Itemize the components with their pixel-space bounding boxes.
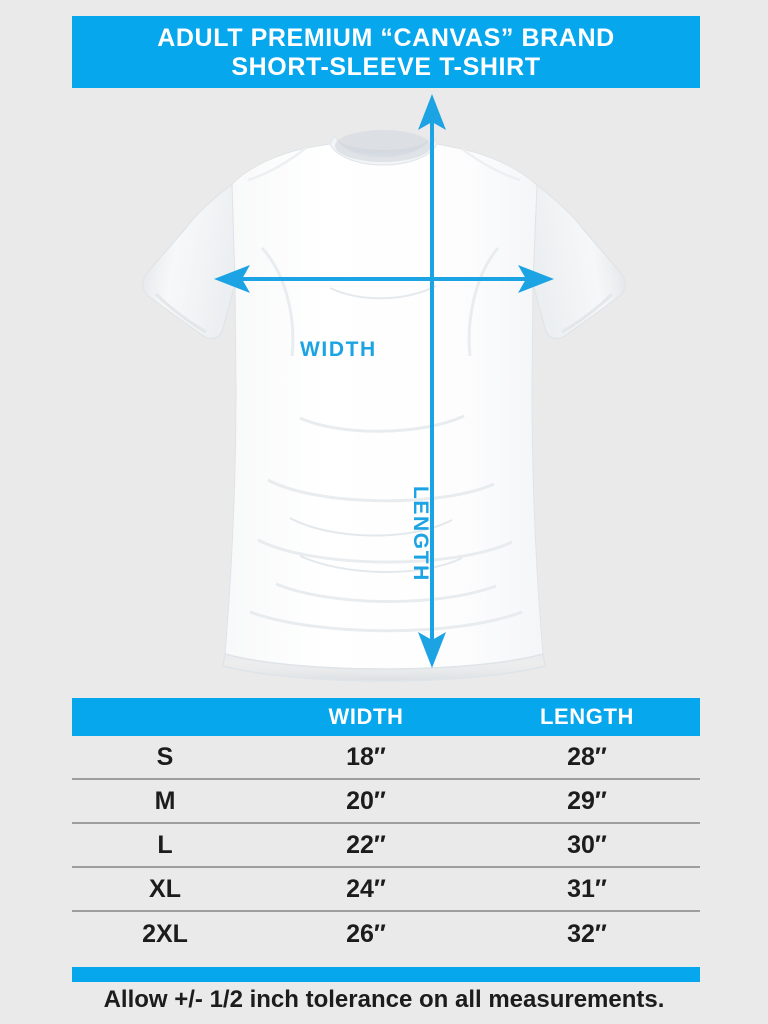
cell-size: L — [157, 830, 173, 859]
tolerance-note: Allow +/- 1/2 inch tolerance on all meas… — [103, 986, 665, 1013]
header-title-line1: ADULT PREMIUM “CANVAS” BRAND — [157, 23, 615, 52]
table-row: 2XL 26″ 32″ — [72, 912, 700, 956]
shirt-sleeve-left — [142, 182, 236, 339]
length-arrowhead-bottom — [418, 632, 446, 668]
tshirt-diagram: WIDTH LENGTH — [0, 88, 768, 688]
collar-inner-shadow — [335, 130, 431, 162]
table-header-row: WIDTH LENGTH — [72, 698, 700, 736]
column-header-length: LENGTH — [539, 704, 635, 729]
shoulder-seam-left — [247, 147, 307, 182]
size-table: WIDTH LENGTH S 18″ 28″ M 20″ 29″ L 22″ 3… — [72, 698, 700, 956]
cell-size: 2XL — [142, 919, 188, 948]
shirt-sleeve-right — [532, 183, 626, 339]
cell-size: XL — [149, 874, 181, 903]
fabric-folds — [249, 246, 523, 633]
table-row: M 20″ 29″ — [72, 780, 700, 824]
cell-width: 22″ — [346, 830, 386, 859]
width-measurement-label: WIDTH — [300, 338, 377, 361]
length-arrowhead-top — [418, 94, 446, 130]
cell-width: 20″ — [346, 786, 386, 815]
cell-width: 24″ — [346, 874, 386, 903]
cell-length: 29″ — [567, 786, 607, 815]
column-header-width: WIDTH — [328, 704, 404, 729]
measurement-arrows — [214, 94, 554, 668]
fabric-folds-secondary — [289, 285, 463, 573]
width-arrowhead-left — [214, 265, 250, 293]
table-row: XL 24″ 31″ — [72, 868, 700, 912]
sleeve-cuff-right — [561, 292, 614, 334]
cell-width: 18″ — [346, 742, 386, 771]
table-row: L 22″ 30″ — [72, 824, 700, 868]
cell-length: 28″ — [567, 742, 607, 771]
tshirt-illustration — [142, 94, 626, 682]
footer-accent-bar — [72, 967, 700, 982]
cell-size: S — [156, 742, 174, 771]
cell-length: 30″ — [567, 830, 607, 859]
sleeve-cuff-left — [154, 292, 207, 334]
shirt-hem — [222, 653, 546, 682]
cell-length: 31″ — [567, 874, 607, 903]
header-title-line2: SHORT-SLEEVE T-SHIRT — [231, 52, 541, 81]
cell-length: 32″ — [567, 919, 607, 948]
header-banner: ADULT PREMIUM “CANVAS” BRAND SHORT-SLEEV… — [72, 16, 700, 88]
width-arrowhead-right — [518, 265, 554, 293]
table-row: S 18″ 28″ — [72, 736, 700, 780]
cell-size: M — [154, 786, 176, 815]
shoulder-seam-right — [461, 147, 521, 182]
cell-width: 26″ — [346, 919, 386, 948]
length-measurement-label: LENGTH — [409, 486, 432, 582]
